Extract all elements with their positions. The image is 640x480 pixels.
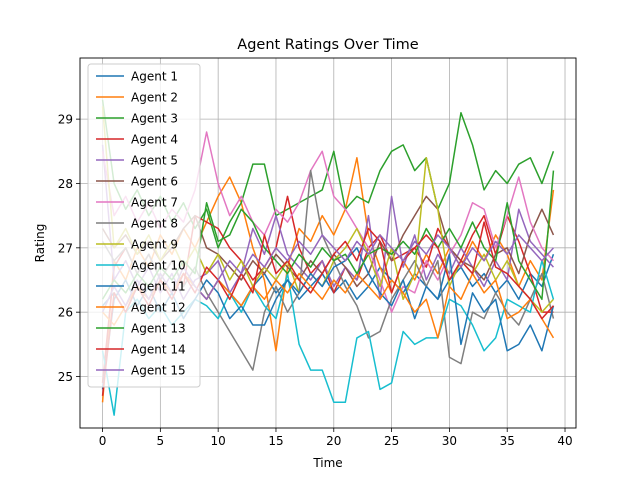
x-tick-label: 10 [211, 434, 226, 448]
x-tick-label: 30 [442, 434, 457, 448]
legend-label: Agent 3 [131, 112, 178, 126]
legend-label: Agent 13 [131, 322, 186, 336]
y-tick-label: 29 [58, 113, 73, 127]
legend-label: Agent 2 [131, 91, 178, 105]
legend-label: Agent 1 [131, 70, 178, 84]
x-axis-label: Time [312, 456, 342, 470]
legend-label: Agent 5 [131, 154, 178, 168]
legend: Agent 1 Agent 2 Agent 3 Agent 4 Agent 5 Agent… [87, 63, 201, 388]
legend-label: Agent 9 [131, 238, 178, 252]
y-tick-label: 28 [58, 177, 73, 191]
y-tick-label: 26 [58, 306, 73, 320]
x-tick-label: 5 [157, 434, 165, 448]
y-tick-label: 27 [58, 241, 73, 255]
legend-label: Agent 4 [131, 133, 178, 147]
legend-label: Agent 10 [131, 259, 186, 273]
plot-frame [79, 57, 577, 429]
x-tick-label: 25 [384, 434, 399, 448]
legend-label: Agent 15 [131, 364, 186, 378]
legend-label: Agent 7 [131, 196, 178, 210]
chart-title: Agent Ratings Over Time [237, 37, 418, 53]
legend-label: Agent 6 [131, 175, 178, 189]
legend-label: Agent 12 [131, 301, 186, 315]
x-tick-label: 20 [326, 434, 341, 448]
grid [80, 58, 576, 428]
x-tick-label: 0 [99, 434, 107, 448]
legend-label: Agent 11 [131, 280, 186, 294]
legend-label: Agent 14 [131, 343, 186, 357]
y-axis-label: Rating [33, 224, 47, 263]
x-tick-label: 35 [500, 434, 515, 448]
legend-label: Agent 8 [131, 217, 178, 231]
y-tick-label: 25 [58, 370, 73, 384]
x-tick-label: 15 [268, 434, 283, 448]
ticks: 0 5 10 15 20 25 30 35 40 25 26 27 28 29 [58, 113, 573, 448]
x-tick-label: 40 [557, 434, 572, 448]
